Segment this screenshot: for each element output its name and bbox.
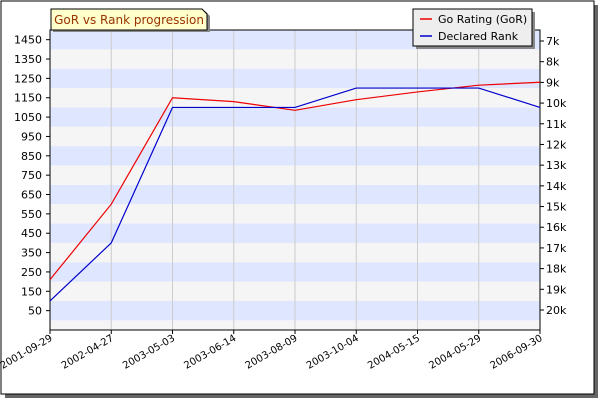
y-tick-label: 350 xyxy=(21,247,42,260)
y-tick-label: 150 xyxy=(21,285,42,298)
y-axis-right: 7k 8k 9k 10k 11k 12k 13k 14k 15k 16k 17k 18k 19k 20k xyxy=(540,35,567,317)
chart-title-box: GoR vs Rank progression xyxy=(50,8,210,32)
y2-tick-label: 12k xyxy=(546,138,567,151)
y-tick-label: 650 xyxy=(21,189,42,202)
y2-tick-label: 15k xyxy=(546,201,567,214)
y-tick-label: 1450 xyxy=(14,34,42,47)
y-tick-label: 1250 xyxy=(14,72,42,85)
series-lines xyxy=(49,81,541,302)
legend-label-rank: Declared Rank xyxy=(438,30,519,43)
y-tick-label: 850 xyxy=(21,150,42,163)
title-tab xyxy=(50,8,208,31)
y-tick-label: 50 xyxy=(28,305,42,318)
y-tick-label: 1350 xyxy=(14,53,42,66)
y2-tick-label: 13k xyxy=(546,159,567,172)
legend: Go Rating (GoR) Declared Rank xyxy=(412,8,535,49)
legend-box xyxy=(412,8,533,47)
legend-label-gor: Go Rating (GoR) xyxy=(438,13,527,26)
y2-tick-label: 17k xyxy=(546,242,567,255)
y-axis-left: 50 150 250 350 450 550 650 750 850 950 1050 1150 125… xyxy=(14,34,50,318)
y-tick-label: 250 xyxy=(21,266,42,279)
y-tick-label: 1150 xyxy=(14,92,42,105)
y-tick-label: 950 xyxy=(21,130,42,143)
y2-tick-label: 18k xyxy=(546,263,567,276)
y2-tick-label: 19k xyxy=(546,283,567,296)
y2-tick-label: 8k xyxy=(546,56,560,69)
y2-tick-label: 10k xyxy=(546,97,567,110)
y2-tick-label: 16k xyxy=(546,221,567,234)
y2-tick-label: 7k xyxy=(546,35,560,48)
y2-tick-label: 20k xyxy=(546,304,567,317)
series-line-1 xyxy=(49,87,541,302)
y2-tick-label: 14k xyxy=(546,180,567,193)
vertical-gridlines xyxy=(110,30,480,330)
y-tick-label: 450 xyxy=(21,227,42,240)
chart-title: GoR vs Rank progression xyxy=(54,13,204,27)
y-tick-label: 1050 xyxy=(14,111,42,124)
y2-tick-label: 11k xyxy=(546,118,567,131)
y-tick-label: 750 xyxy=(21,169,42,182)
y-tick-label: 550 xyxy=(21,208,42,221)
y2-tick-label: 9k xyxy=(546,76,560,89)
series-line-0 xyxy=(49,81,541,281)
